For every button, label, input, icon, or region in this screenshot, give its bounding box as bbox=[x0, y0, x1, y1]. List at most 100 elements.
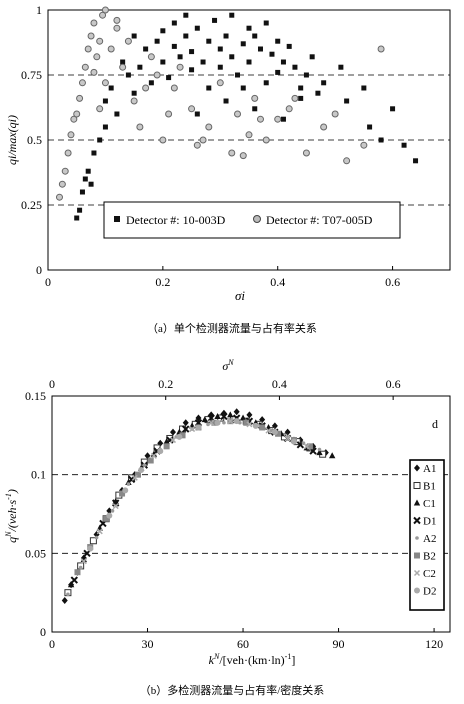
panel-a-data-point bbox=[223, 33, 229, 39]
panel-a-data-point bbox=[119, 63, 127, 71]
panel-b-legend-marker bbox=[413, 569, 421, 577]
panel-a-data-point bbox=[93, 53, 101, 61]
panel-a-data-point bbox=[205, 123, 213, 131]
panel-a-data-point bbox=[269, 51, 275, 57]
panel-b-data-point bbox=[67, 581, 75, 588]
panel-a-data-point bbox=[101, 6, 109, 14]
panel-b-data-point bbox=[138, 466, 145, 473]
panel-a-data-point bbox=[217, 46, 223, 52]
panel-a-x-tick-label: 0.6 bbox=[385, 275, 400, 289]
panel-b-data-point bbox=[157, 448, 164, 455]
panel-a-data-point bbox=[361, 85, 367, 91]
panel-a-data-point bbox=[302, 149, 310, 157]
panel-b-legend-marker bbox=[413, 499, 421, 506]
panel-a-data-point bbox=[193, 141, 201, 149]
panel-a-data-point bbox=[367, 124, 373, 130]
panel-a-y-tick-label: 0.5 bbox=[27, 133, 42, 147]
panel-a-data-point bbox=[189, 67, 195, 73]
panel-b-top-tick-label: 0.6 bbox=[386, 377, 401, 391]
panel-a-data-point bbox=[136, 123, 144, 131]
panel-a-data-point bbox=[320, 123, 328, 131]
panel-a-data-point bbox=[263, 20, 269, 26]
panel-a-data-point bbox=[338, 64, 344, 70]
panel-b-top-tick-label: 0 bbox=[49, 377, 55, 391]
panel-a-data-point bbox=[275, 69, 281, 75]
panel-b-y-tick-label: 0.05 bbox=[25, 546, 46, 560]
panel-b-data-point bbox=[214, 412, 221, 419]
panel-b-data-point bbox=[303, 443, 310, 450]
legend-circle-marker bbox=[253, 215, 261, 223]
panel-b-data-point bbox=[220, 412, 228, 421]
panel-a-data-point bbox=[239, 152, 247, 160]
panel-b-legend-marker bbox=[414, 464, 420, 472]
panel-a-data-point bbox=[321, 80, 327, 86]
panel-b-data-point bbox=[317, 447, 322, 452]
panel-a-data-point bbox=[165, 110, 173, 118]
panel-b-data-point bbox=[259, 424, 266, 431]
panel-a-data-point bbox=[298, 95, 304, 101]
panel-a-data-point bbox=[246, 25, 252, 31]
panel-a-data-point bbox=[235, 72, 241, 78]
panel-a-data-point bbox=[148, 80, 154, 86]
panel-b-x-tick-label: 30 bbox=[142, 637, 154, 651]
panel-b-data-point bbox=[284, 435, 291, 442]
panel-a-data-point bbox=[171, 20, 177, 26]
panel-a-data-point bbox=[67, 131, 75, 139]
panel-b-data-point bbox=[110, 509, 115, 513]
panel-a-data-point bbox=[124, 37, 132, 45]
panel-a-data-point bbox=[87, 32, 95, 40]
panel-b-data-point bbox=[222, 420, 226, 425]
panel-b-data-point bbox=[243, 419, 250, 426]
panel-b-data-point bbox=[87, 545, 94, 552]
panel-b-data-point bbox=[61, 597, 68, 605]
panel-a-data-point bbox=[88, 181, 94, 187]
panel-a-data-point bbox=[229, 54, 235, 60]
panel-a: 0 0.25 0.5 0.75 1 0 0.2 0.4 0.6 qi/max(qi) σi De… bbox=[5, 3, 451, 303]
panel-a-data-point bbox=[240, 85, 246, 91]
panel-a-data-point bbox=[240, 41, 246, 47]
panel-b-data-point bbox=[233, 408, 240, 416]
panel-b-y-axis-label: qN/(veh·s-1) bbox=[4, 489, 19, 543]
panel-a-data-point bbox=[229, 12, 235, 18]
panel-b-legend-marker bbox=[414, 587, 420, 594]
panel-a-data-point bbox=[166, 75, 172, 81]
panel-b-data-point bbox=[131, 474, 138, 481]
panel-a-data-point bbox=[245, 131, 253, 139]
panel-b-data-point bbox=[306, 443, 313, 450]
panel-a-data-point bbox=[97, 137, 103, 143]
panel-a-data-point bbox=[73, 110, 81, 118]
panel-a-data-point bbox=[199, 136, 207, 144]
panel-b-legend-marker bbox=[413, 482, 421, 489]
panel-a-data-point bbox=[70, 115, 78, 123]
panel-a-data-point bbox=[206, 38, 212, 44]
panel-a-data-point bbox=[378, 137, 384, 143]
panel-b-data-point bbox=[103, 515, 110, 522]
panel-a-data-point bbox=[84, 45, 92, 53]
panel-a-data-point bbox=[309, 54, 315, 60]
panel-b-data-point bbox=[70, 576, 78, 584]
panel-b-data-point bbox=[179, 432, 186, 439]
panel-a-data-point bbox=[413, 158, 419, 164]
panel-a-data-point bbox=[212, 17, 218, 23]
panel-b-data-point bbox=[211, 419, 218, 426]
panel-a-data-point bbox=[81, 63, 89, 71]
panel-a-data-point bbox=[343, 157, 351, 165]
panel-b-legend-marker bbox=[413, 516, 421, 525]
panel-b-data-point bbox=[163, 443, 170, 450]
panel-a-data-point bbox=[234, 110, 242, 118]
panel-b-x-tick-label: 0 bbox=[49, 637, 55, 651]
panel-b-legend-label: A2 bbox=[423, 533, 436, 545]
panel-a-data-point bbox=[108, 85, 114, 91]
panel-b-plot-frame bbox=[51, 395, 451, 633]
panel-b-data-point bbox=[169, 437, 177, 444]
panel-b-top-tick-label: 0.2 bbox=[158, 377, 173, 391]
panel-a-data-point bbox=[223, 98, 229, 104]
panel-a-data-point bbox=[303, 72, 309, 78]
panel-a-data-point bbox=[77, 207, 83, 213]
panel-a-data-point bbox=[113, 24, 121, 32]
panel-b-data-point bbox=[328, 452, 336, 459]
panel-b-data-point bbox=[195, 414, 202, 422]
panel-a-data-point bbox=[76, 94, 84, 102]
panel-a-data-point bbox=[176, 63, 184, 71]
panel-a-data-point bbox=[90, 19, 98, 27]
